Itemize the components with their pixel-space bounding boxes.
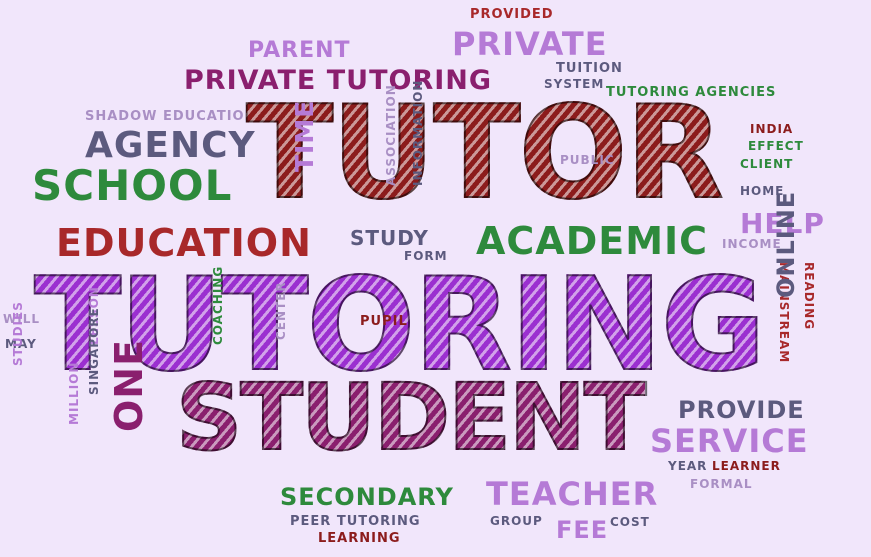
word-online: ONLINE [772,190,800,298]
word-peer-tutoring: PEER TUTORING [290,514,421,529]
word-parent: PARENT [248,38,351,63]
word-study: STUDY [350,226,429,250]
word-tutor: TUTOR [245,79,725,228]
word-secondary: SECONDARY [280,483,454,511]
word-million: MILLION [67,361,81,425]
word-information: INFORMATION [411,79,425,186]
word-provided: PROVIDED [470,7,554,22]
word-tuition: TUITION [556,61,623,76]
word-group: GROUP [490,514,543,528]
word-help: HELP [740,207,825,240]
word-effect: EFFECT [748,139,804,153]
word-tutoring: TUTORING [33,251,767,400]
word-may: MAY [5,337,37,351]
word-learner: LEARNER [712,459,781,473]
word-education: EDUCATION [56,221,312,265]
word-shadow-education: SHADOW EDUCATION [85,109,257,124]
word-agency: AGENCY [85,125,256,166]
word-time: TIME [290,99,319,172]
word-coaching: COACHING [211,265,225,345]
word-teacher: TEACHER [486,475,659,513]
word-singapore: SINGAPORE [87,307,101,395]
word-will: WILL [3,312,40,326]
word-student: STUDENT [175,364,648,471]
word-public: PUBLIC [560,153,615,167]
word-service: SERVICE [650,422,809,460]
word-client: CLIENT [740,157,794,171]
word-private: PRIVATE [452,25,608,63]
word-formal: FORMAL [690,477,753,491]
word-provide: PROVIDE [678,396,805,424]
word-year: YEAR [668,459,708,473]
word-school: SCHOOL [32,161,233,210]
word-income: INCOME [722,237,782,251]
word-studies: STUDIES [11,301,25,366]
word-one: ONE [107,338,151,432]
word-tutoring-agencies: TUTORING AGENCIES [606,85,777,100]
word-cost: COST [610,515,650,529]
word-system: SYSTEM [544,77,605,91]
word-pupil: PUPIL [360,314,408,329]
word-center: CENTER [274,281,288,340]
word-learning: LEARNING [318,531,401,546]
word-association: ASSOCIATION [384,84,398,186]
word-private-tutoring: PRIVATE TUTORING [184,65,493,96]
word-india: INDIA [750,122,794,136]
word-home: HOME [740,184,785,198]
word-fee: FEE [556,516,609,544]
word-academic: ACADEMIC [476,219,709,263]
word-form: FORM [404,249,448,263]
word-reading: READING [802,262,816,331]
